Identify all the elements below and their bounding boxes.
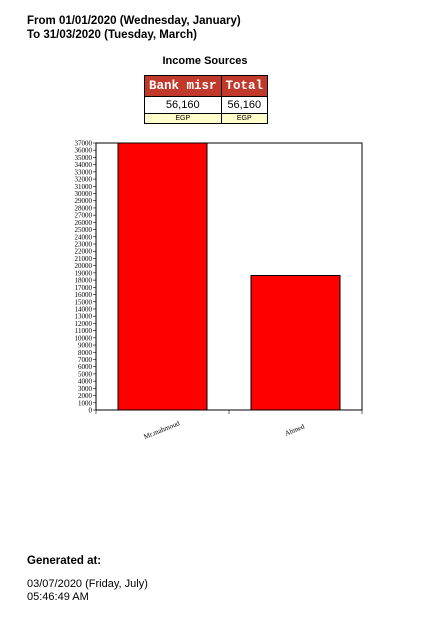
y-tick-label: 25000 (75, 226, 93, 234)
y-tick-label: 23000 (75, 241, 93, 249)
bar (250, 274, 341, 411)
y-tick-label: 12000 (75, 320, 93, 328)
x-tick-label: Mr.mahmoud (143, 419, 182, 441)
y-tick-label: 31000 (75, 183, 93, 191)
y-tick-label: 6000 (78, 363, 93, 371)
y-tick-label: 1000 (78, 399, 93, 407)
table-currency-row: EGP EGP (144, 113, 269, 124)
y-tick-label: 4000 (78, 378, 93, 386)
section-title: Income Sources (162, 55, 248, 67)
column-header-bank-misr: Bank misr (144, 75, 222, 97)
y-tick-label: 24000 (75, 233, 93, 241)
y-tick-label: 21000 (75, 255, 93, 263)
y-tick-label: 11000 (75, 327, 93, 335)
y-tick-label: 37000 (75, 140, 93, 148)
y-tick-label: 15000 (75, 298, 93, 306)
y-tick-label: 20000 (75, 262, 93, 270)
date-range: From 01/01/2020 (Wednesday, January) To … (27, 14, 241, 42)
y-tick-label: 35000 (75, 154, 93, 162)
table-value-row: 56,160 56,160 (144, 96, 269, 114)
y-tick-label: 16000 (75, 291, 93, 299)
date-from: From 01/01/2020 (Wednesday, January) (27, 15, 241, 27)
y-tick-label: 5000 (78, 370, 93, 378)
y-tick-label: 7000 (78, 356, 93, 364)
generated-time: 05:46:49 AM (27, 591, 89, 603)
y-tick-label: 26000 (75, 219, 93, 227)
y-tick-label: 3000 (78, 385, 93, 393)
y-tick-label: 0 (89, 407, 93, 415)
y-tick-label: 2000 (78, 392, 93, 400)
bar (117, 142, 208, 411)
income-sources-table: Bank misr Total 56,160 56,160 EGP EGP (144, 75, 269, 124)
date-to: To 31/03/2020 (Tuesday, March) (27, 29, 198, 41)
y-tick-label: 17000 (75, 284, 93, 292)
y-tick-label: 18000 (75, 277, 93, 285)
y-tick-label: 13000 (75, 313, 93, 321)
y-tick-label: 36000 (75, 147, 93, 155)
y-tick-label: 19000 (75, 269, 93, 277)
y-tick-label: 34000 (75, 161, 93, 169)
generated-label: Generated at: (27, 555, 102, 567)
y-tick-label: 32000 (75, 176, 93, 184)
y-tick-label: 29000 (75, 197, 93, 205)
y-tick-label: 33000 (75, 168, 93, 176)
generated-date: 03/07/2020 (Friday, July) (27, 578, 148, 590)
y-tick-label: 30000 (75, 190, 93, 198)
y-tick-label: 14000 (75, 305, 93, 313)
currency-total: EGP (220, 113, 269, 124)
currency-bank-misr: EGP (144, 113, 222, 124)
y-tick-label: 10000 (75, 334, 93, 342)
y-tick-label: 28000 (75, 204, 93, 212)
x-tick-label: Ahmed (284, 422, 307, 437)
generated-timestamp: 03/07/2020 (Friday, July) 05:46:49 AM (27, 578, 148, 604)
y-tick-label: 27000 (75, 212, 93, 220)
value-bank-misr: 56,160 (144, 96, 222, 114)
y-tick-label: 22000 (75, 248, 93, 256)
y-tick-label: 9000 (78, 342, 93, 350)
y-tick-label: 8000 (78, 349, 93, 357)
